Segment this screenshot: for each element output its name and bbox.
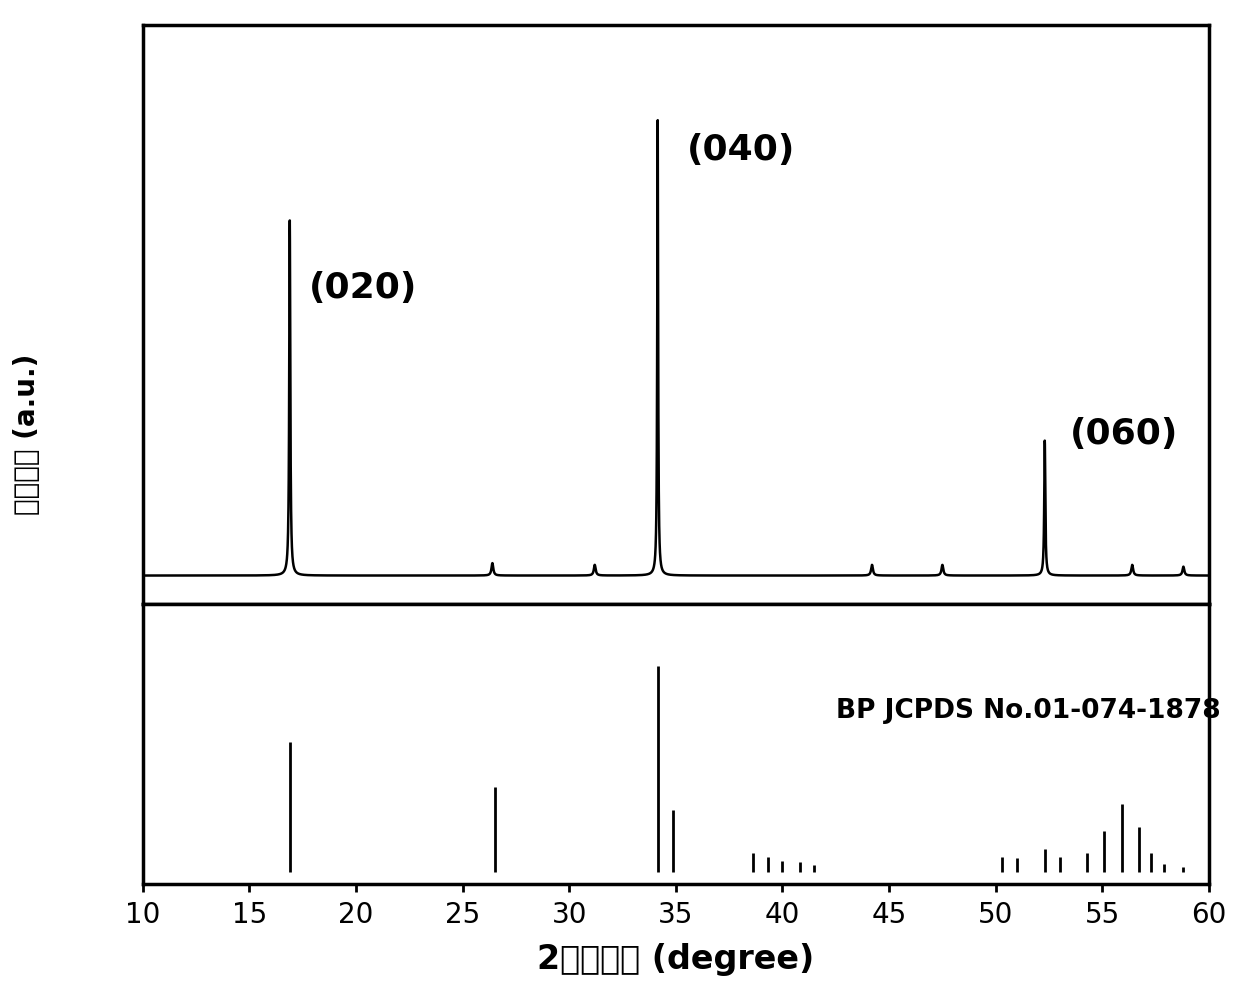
Text: BP JCPDS No.01-074-1878: BP JCPDS No.01-074-1878 <box>836 699 1220 724</box>
Text: 衅射强度 (a.u.): 衅射强度 (a.u.) <box>14 354 41 516</box>
Text: 2倍衅射角 (degree): 2倍衅射角 (degree) <box>537 944 815 976</box>
Text: (040): (040) <box>687 132 795 167</box>
Text: (060): (060) <box>1070 417 1179 452</box>
Text: (020): (020) <box>309 272 418 305</box>
